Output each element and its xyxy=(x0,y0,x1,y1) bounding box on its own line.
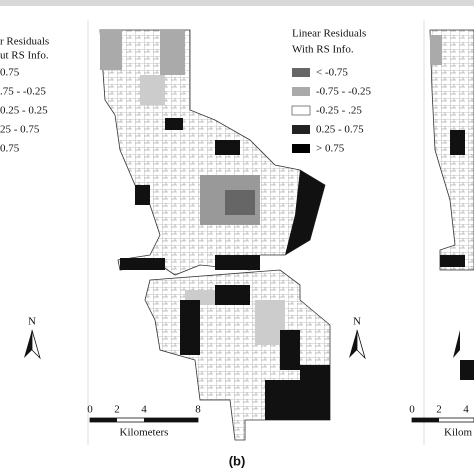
scale-bar: 0 2 4 8 Kilometers xyxy=(87,404,201,439)
legend-item: 0.75 xyxy=(0,67,20,79)
legend-item: 25 - 0.75 xyxy=(0,124,40,136)
scale-tick: 0 xyxy=(87,404,93,416)
north-label: N xyxy=(28,316,36,328)
scale-tick: 2 xyxy=(436,404,442,416)
legend: Linear Residuals With RS Info. < -0.75 -… xyxy=(291,28,371,155)
legend-title: With RS Info. xyxy=(292,44,354,56)
legend-item: .75 - -0.25 xyxy=(0,86,46,98)
scale-unit: Kilometers xyxy=(120,427,169,439)
legend-title: r Residuals xyxy=(0,36,49,48)
legend-item: -0.75 - -0.25 xyxy=(316,86,371,98)
legend-title: ut RS Info. xyxy=(0,50,49,62)
legend-item: 0.25 - 0.75 xyxy=(316,124,364,136)
legend-item: > 0.75 xyxy=(316,143,345,155)
legend-item: 0.75 xyxy=(0,143,20,155)
legend-item: < -0.75 xyxy=(316,67,348,79)
left-legend: r Residuals ut RS Info. 0.75 .75 - -0.25… xyxy=(0,36,49,155)
caption: (b) xyxy=(229,453,246,468)
north-arrow: N xyxy=(24,316,41,360)
scale-unit: Kilom xyxy=(444,427,473,439)
scale-tick: 8 xyxy=(195,404,201,416)
top-border xyxy=(0,0,474,6)
right-map xyxy=(429,29,474,380)
scale-tick: 4 xyxy=(141,404,147,416)
scale-tick: 2 xyxy=(114,404,120,416)
north-arrow: N xyxy=(349,316,366,360)
legend-item: -0.25 - .25 xyxy=(316,105,362,117)
north-label: N xyxy=(353,316,361,328)
scale-tick: 0 xyxy=(409,404,415,416)
right-scale-bar: 0 2 4 Kilom xyxy=(409,404,474,439)
legend-title: Linear Residuals xyxy=(292,28,366,40)
legend-item: 0.25 - 0.25 xyxy=(0,105,48,117)
scale-tick: 4 xyxy=(463,404,469,416)
map xyxy=(99,29,331,441)
